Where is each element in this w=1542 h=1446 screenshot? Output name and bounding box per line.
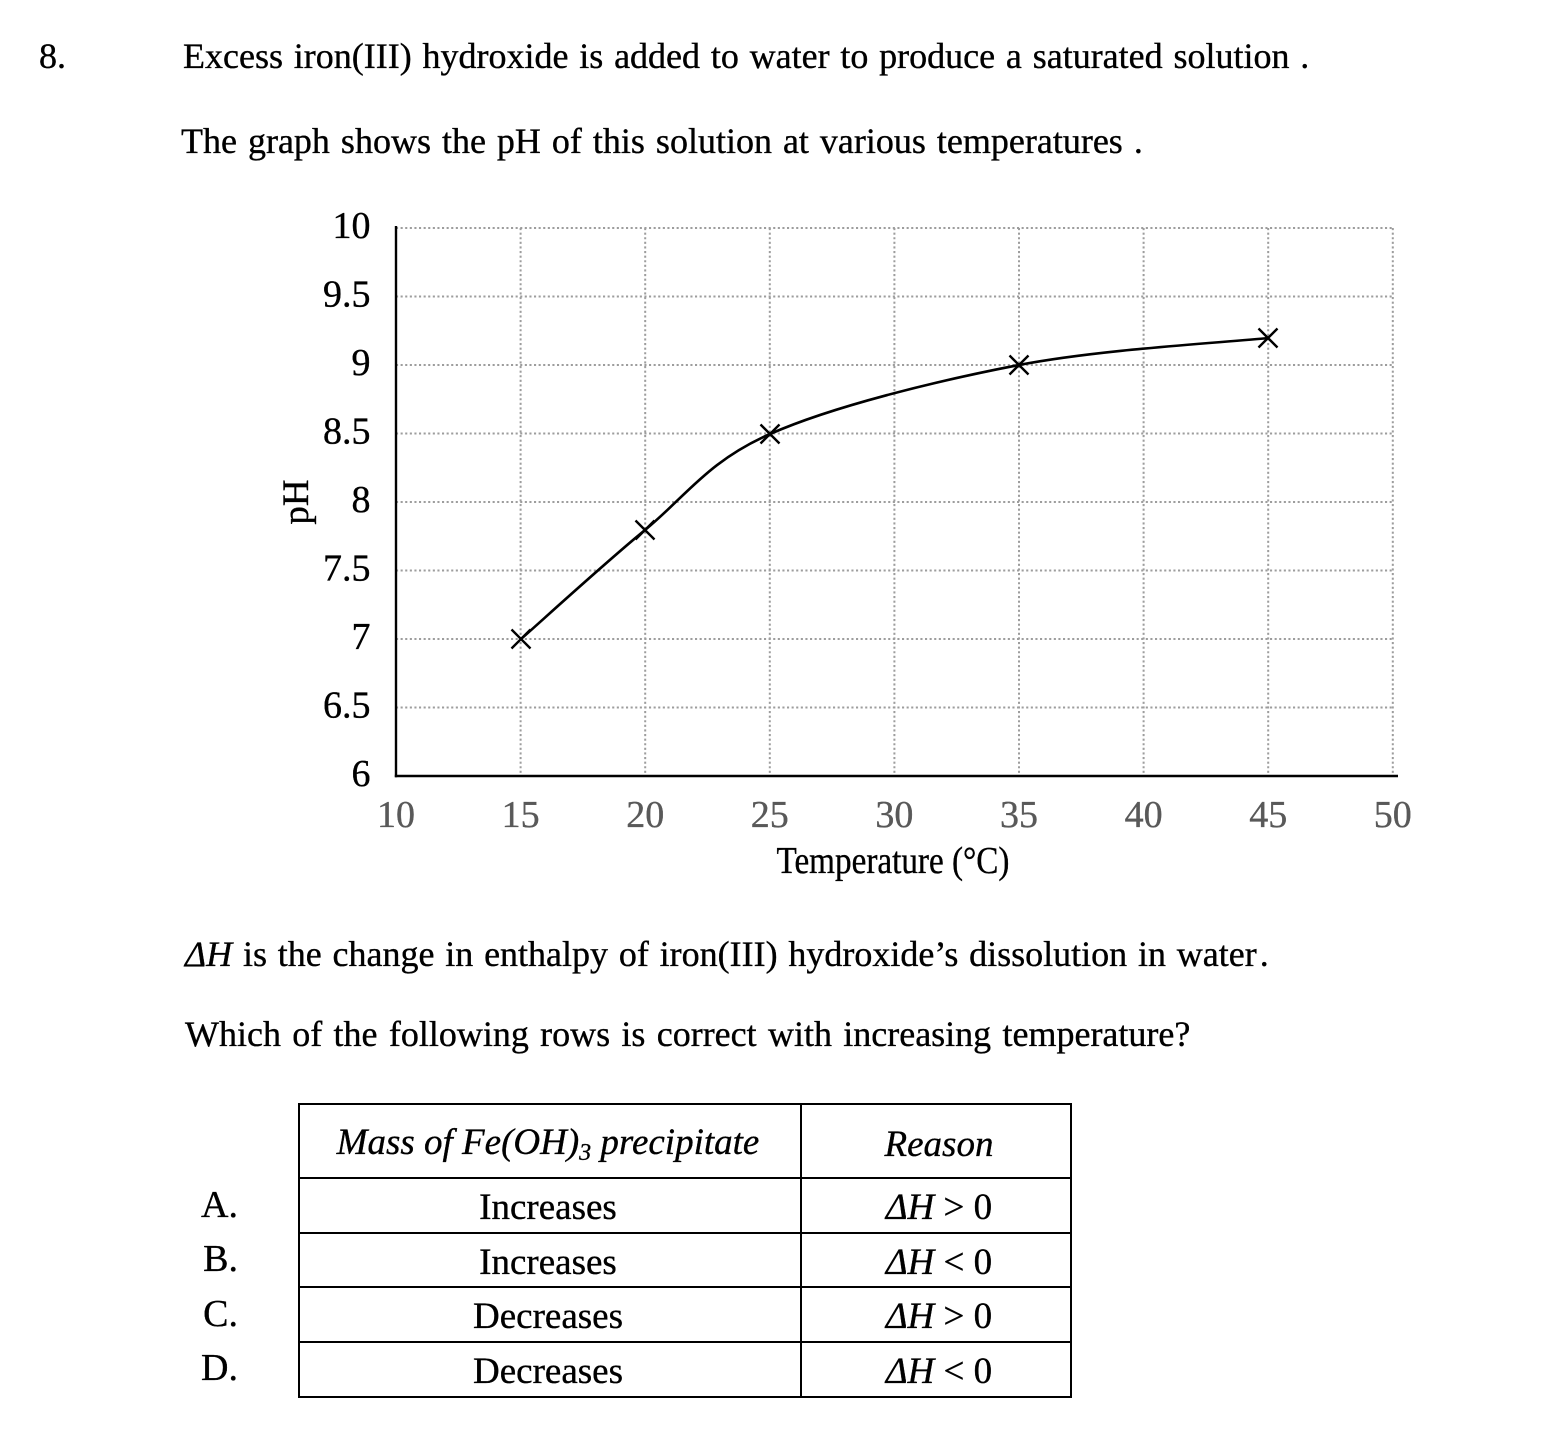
svg-text:9: 9 xyxy=(352,342,371,384)
svg-text:7: 7 xyxy=(352,616,371,658)
svg-text:10: 10 xyxy=(377,794,415,836)
svg-text:10: 10 xyxy=(333,205,371,247)
svg-text:15: 15 xyxy=(502,794,540,836)
svg-text:45: 45 xyxy=(1249,794,1287,836)
svg-text:20: 20 xyxy=(626,794,664,836)
svg-text:pH: pH xyxy=(276,479,317,524)
svg-text:6.5: 6.5 xyxy=(323,685,371,727)
svg-text:35: 35 xyxy=(1000,794,1038,836)
svg-text:50: 50 xyxy=(1374,794,1412,836)
svg-text:8: 8 xyxy=(352,479,371,521)
svg-text:30: 30 xyxy=(875,794,913,836)
svg-text:7.5: 7.5 xyxy=(323,548,371,590)
svg-text:8.5: 8.5 xyxy=(323,411,371,453)
svg-text:6: 6 xyxy=(352,753,371,795)
svg-text:40: 40 xyxy=(1125,794,1163,836)
svg-text:9.5: 9.5 xyxy=(323,274,371,316)
svg-text:25: 25 xyxy=(751,794,789,836)
svg-text:Temperature (°C): Temperature (°C) xyxy=(777,840,1010,882)
